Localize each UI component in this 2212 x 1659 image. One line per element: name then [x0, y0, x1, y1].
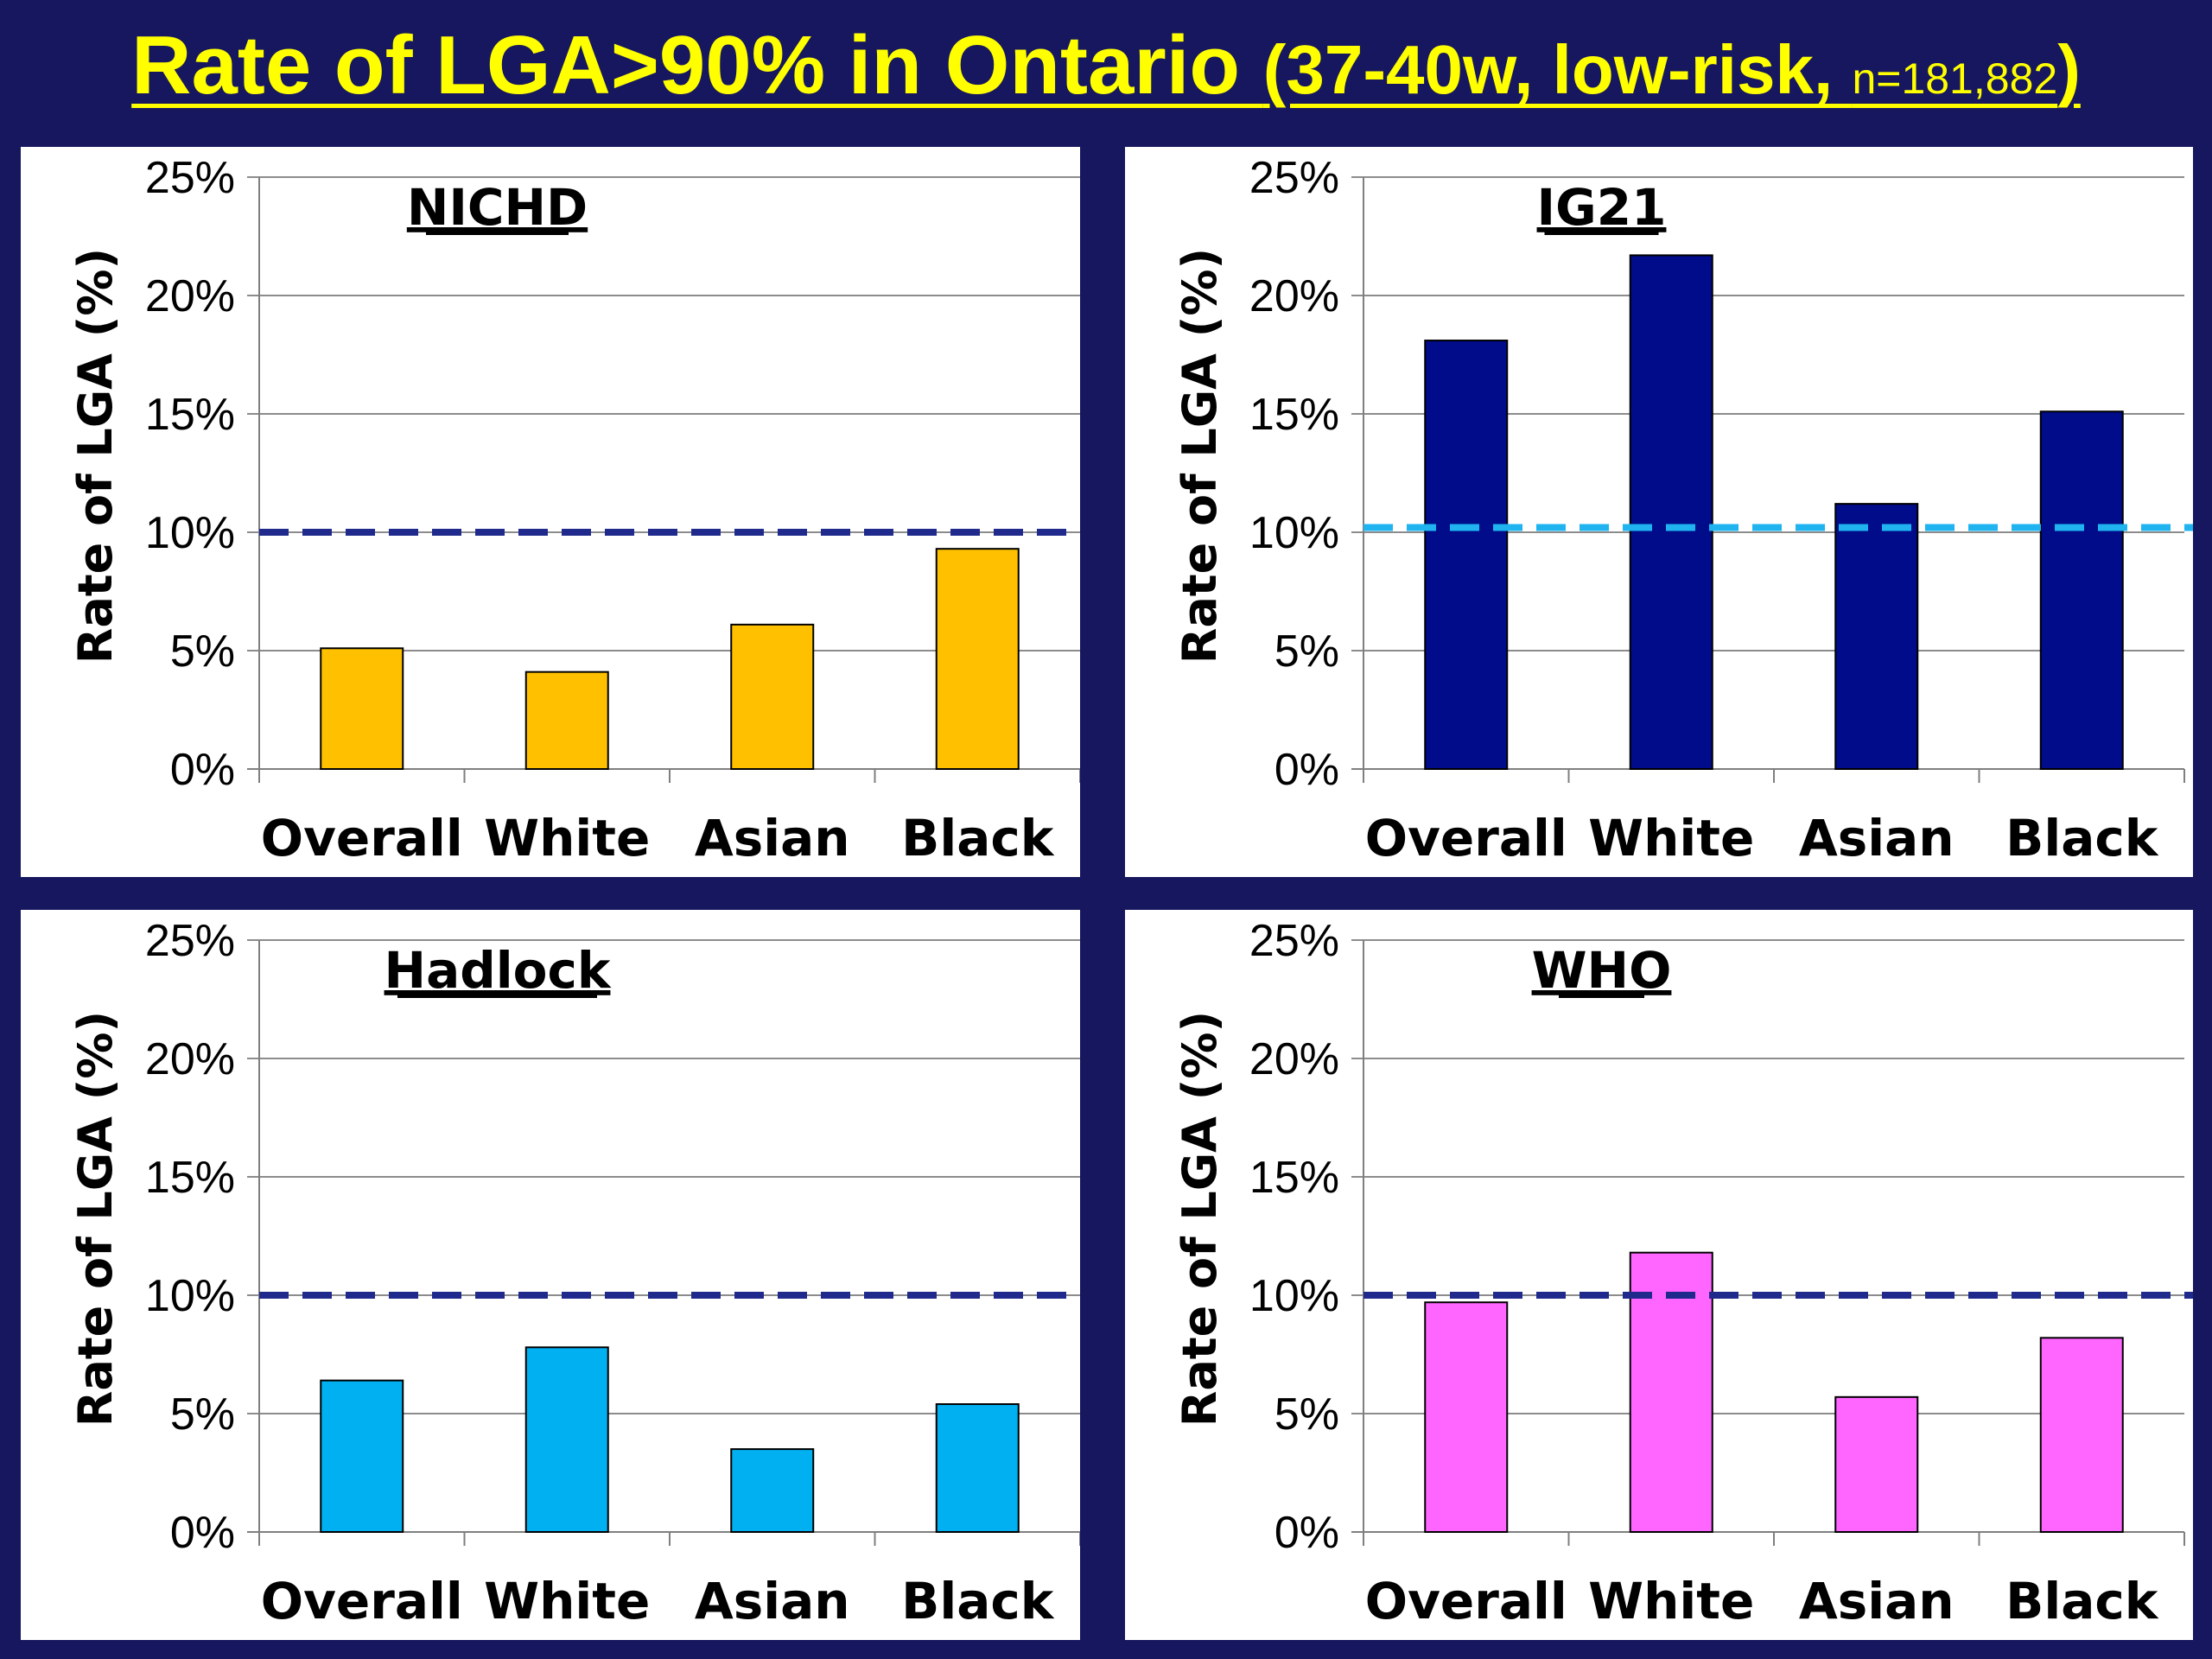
slide-title-main: Rate of LGA>90% in Ontario: [131, 19, 1263, 111]
x-category-label: Black: [2005, 809, 2159, 868]
y-tick-label: 5%: [170, 626, 235, 677]
y-tick-label: 15%: [145, 1153, 235, 1203]
x-category-label: White: [484, 809, 650, 868]
x-category-label: Asian: [1799, 809, 1955, 868]
x-category-label: Overall: [1365, 809, 1567, 868]
x-category-label: White: [1588, 1572, 1754, 1630]
y-tick-label: 20%: [1249, 1034, 1339, 1084]
y-tick-label: 15%: [1249, 1153, 1339, 1203]
y-tick-label: 0%: [1274, 1508, 1339, 1558]
y-tick-label: 15%: [1249, 390, 1339, 440]
x-category-label: Overall: [261, 809, 463, 868]
y-tick-label: 25%: [1249, 153, 1339, 203]
bar-white: [1629, 1251, 1713, 1533]
chart-title: NICHD: [407, 178, 588, 237]
y-tick-label: 10%: [1249, 508, 1339, 558]
chart-title: Hadlock: [385, 941, 612, 1000]
x-category-label: Black: [2005, 1572, 2159, 1630]
bar-asian: [1834, 1395, 1919, 1533]
y-tick-label: 20%: [145, 271, 235, 321]
y-tick-label: 25%: [1249, 916, 1339, 966]
bar-white: [524, 1346, 609, 1533]
x-category-label: Black: [901, 809, 1055, 868]
chart-panel-who: 0% 5% 10% 15% 20% 25% Overall White Asian Black WH…: [1125, 910, 2193, 1640]
y-tick-label: 25%: [145, 153, 235, 203]
slide-title: Rate of LGA>90% in Ontario (37-40w, low-…: [0, 24, 2212, 107]
y-tick-label: 20%: [1249, 271, 1339, 321]
y-tick-label: 15%: [145, 390, 235, 440]
x-category-label: Asian: [695, 809, 850, 868]
chart-svg-nichd: 0% 5% 10% 15% 20% 25% Overall White Asian Black NI…: [68, 153, 1080, 868]
slide-title-subset: (37-40w, low-risk,: [1262, 31, 1853, 108]
y-tick-label: 10%: [145, 508, 235, 558]
chart-title: WHO: [1532, 941, 1672, 1000]
y-tick-label: 5%: [1274, 626, 1339, 677]
y-tick-label: 10%: [145, 1271, 235, 1321]
y-tick-label: 25%: [145, 916, 235, 966]
bar-black: [935, 1403, 1020, 1533]
chart-panel-hadlock: 0% 5% 10% 15% 20% 25% Overall White Asian Black Ha…: [21, 910, 1080, 1640]
chart-panel-nichd: 0% 5% 10% 15% 20% 25% Overall White Asian Black NI…: [21, 147, 1080, 877]
chart-svg-ig21: 0% 5% 10% 15% 20% 25% Overall White Asian Black IG…: [1173, 153, 2193, 868]
y-tick-label: 0%: [170, 1508, 235, 1558]
y-tick-label: 20%: [145, 1034, 235, 1084]
bar-asian: [1834, 503, 1919, 770]
y-axis-label: Rate of LGA (%): [68, 248, 123, 664]
y-tick-label: 5%: [1274, 1389, 1339, 1440]
y-axis-label: Rate of LGA (%): [1173, 248, 1227, 664]
slide-title-n: n=181,882: [1852, 54, 2058, 103]
bar-black: [2039, 410, 2124, 770]
x-category-label: Asian: [695, 1572, 850, 1630]
bar-asian: [730, 623, 815, 770]
x-category-label: Asian: [1799, 1572, 1955, 1630]
y-axis-label: Rate of LGA (%): [68, 1011, 123, 1427]
x-category-label: Overall: [261, 1572, 463, 1630]
bar-overall: [320, 1379, 404, 1534]
bar-overall: [1424, 340, 1509, 770]
slide-title-close: ): [2057, 31, 2081, 108]
bar-overall: [320, 647, 404, 771]
bar-white: [1629, 254, 1713, 771]
bar-black: [2039, 1337, 2124, 1533]
y-tick-label: 0%: [170, 745, 235, 795]
bar-asian: [730, 1448, 815, 1533]
y-tick-label: 10%: [1249, 1271, 1339, 1321]
chart-svg-who: 0% 5% 10% 15% 20% 25% Overall White Asian Black WH…: [1173, 916, 2193, 1630]
x-category-label: White: [1588, 809, 1754, 868]
bar-overall: [1424, 1301, 1509, 1533]
y-axis-label: Rate of LGA (%): [1173, 1011, 1227, 1427]
chart-title: IG21: [1537, 178, 1667, 237]
chart-svg-hadlock: 0% 5% 10% 15% 20% 25% Overall White Asian Black Ha…: [68, 916, 1080, 1630]
y-tick-label: 5%: [170, 1389, 235, 1440]
bar-white: [524, 671, 609, 770]
y-tick-label: 0%: [1274, 745, 1339, 795]
bar-black: [935, 548, 1020, 770]
x-category-label: Black: [901, 1572, 1055, 1630]
x-category-label: Overall: [1365, 1572, 1567, 1630]
chart-panel-ig21: 0% 5% 10% 15% 20% 25% Overall White Asian Black IG…: [1125, 147, 2193, 877]
x-category-label: White: [484, 1572, 650, 1630]
